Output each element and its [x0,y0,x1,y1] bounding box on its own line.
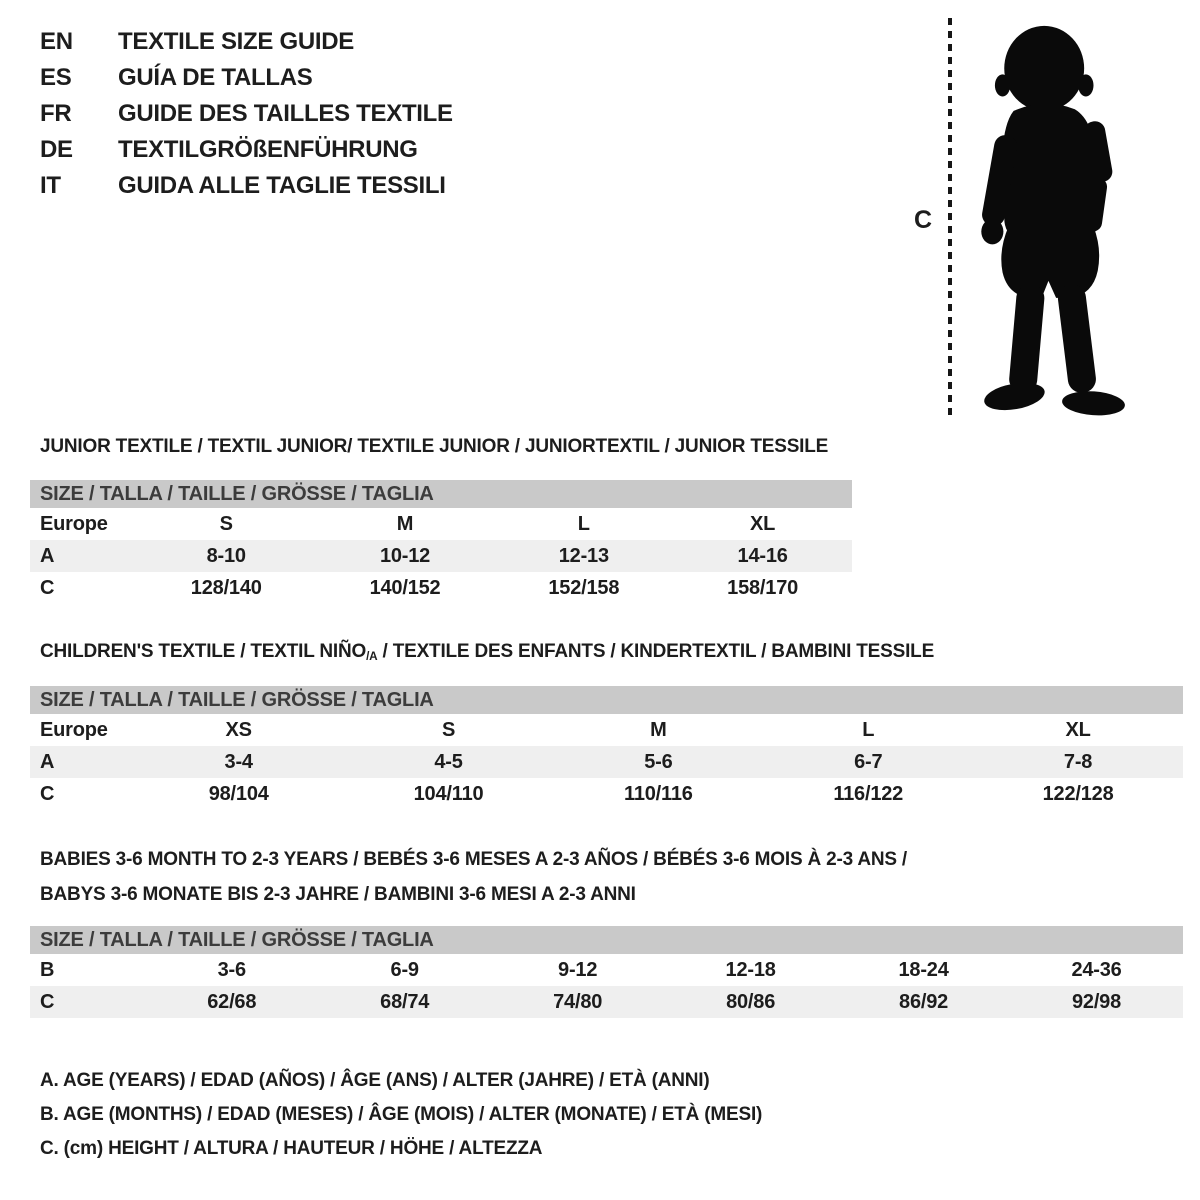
language-title: GUIDE DES TAILLES TEXTILE [118,100,453,127]
cell-value: M [396,512,414,535]
table-row-age-years: A 3-4 4-5 5-6 6-7 7-8 [30,746,1183,778]
language-row-fr: FR GUIDE DES TAILLES TEXTILE [40,96,453,132]
legend-line-age-years: A. AGE (YEARS) / EDAD (AÑOS) / ÂGE (ANS)… [40,1070,710,1091]
cell-value: 6-7 [854,750,883,773]
cell-value: 14-16 [737,544,788,567]
row-label: A [40,544,55,567]
cell-value: 110/116 [624,782,693,805]
cell-value: 4-5 [434,750,463,773]
legend-line-height: C. (cm) HEIGHT / ALTURA / HAUTEUR / HÖHE… [40,1138,543,1159]
size-header-bar: SIZE / TALLA / TAILLE / GRÖSSE / TAGLIA [30,480,852,508]
language-code: FR [40,100,72,127]
cell-value: 7-8 [1063,750,1093,773]
language-code: ES [40,64,72,91]
language-code: EN [40,28,73,55]
language-row-es: ES GUÍA DE TALLAS [40,60,453,96]
language-title: TEXTILGRÖßENFÜHRUNG [118,136,418,163]
language-row-en: EN TEXTILE SIZE GUIDE [40,24,453,60]
cell-value: 12-13 [558,544,609,567]
language-code: IT [40,172,61,199]
toddler-silhouette-icon [981,25,1125,416]
junior-size-table: SIZE / TALLA / TAILLE / GRÖSSE / TAGLIA … [30,480,852,604]
cell-value: S [441,718,456,741]
cell-value: 140/152 [369,576,441,599]
cell-value: 12-18 [725,958,776,981]
cell-value: 9-12 [558,958,598,981]
cell-value: 92/98 [1071,990,1122,1013]
row-label: Europe [40,718,108,741]
cell-value: 116/122 [833,782,904,805]
cell-value: 104/110 [413,782,484,805]
height-measure-label: C [914,206,933,234]
cell-value: 86/92 [899,990,949,1013]
babies-section-title: BABIES 3-6 MONTH TO 2-3 YEARS / BEBÉS 3-… [40,842,907,912]
table-row-age-years: A 8-10 10-12 12-13 14-16 [30,540,852,572]
cell-value: 24-36 [1071,958,1122,981]
language-title: GUÍA DE TALLAS [118,64,313,91]
cell-value: 3-4 [224,750,254,773]
children-size-table: SIZE / TALLA / TAILLE / GRÖSSE / TAGLIA … [30,686,1183,810]
cell-value: 128/140 [190,576,262,599]
measurement-legend: A. AGE (YEARS) / EDAD (AÑOS) / ÂGE (ANS)… [40,1064,762,1166]
cell-value: M [650,718,667,741]
row-label: B [40,958,55,981]
row-label: Europe [40,512,108,535]
row-label: A [40,750,55,773]
language-code: DE [40,136,73,163]
language-row-it: IT GUIDA ALLE TAGLIE TESSILI [40,168,453,204]
babies-title-line2: BABYS 3-6 MONATE BIS 2-3 JAHRE / BAMBINI… [40,884,636,905]
cell-value: S [219,512,233,535]
table-row-age-months: B 3-6 6-9 9-12 12-18 18-24 24-36 [30,954,1183,986]
cell-value: 8-10 [206,544,246,567]
table-row-europe: Europe S M L XL [30,508,852,540]
cell-value: XL [1065,718,1091,741]
cell-value: 5-6 [644,750,673,773]
children-title-part1: CHILDREN'S TEXTILE / TEXTIL NIÑO [40,641,367,662]
table-row-height-cm: C 128/140 140/152 152/158 158/170 [30,572,852,604]
babies-title-line1: BABIES 3-6 MONTH TO 2-3 YEARS / BEBÉS 3-… [40,849,908,870]
cell-value: 158/170 [727,576,799,599]
cell-value: 6-9 [390,958,420,981]
cell-value: L [862,718,875,741]
cell-value: 3-6 [217,958,247,981]
size-header-bar: SIZE / TALLA / TAILLE / GRÖSSE / TAGLIA [30,926,1183,954]
cell-value: 10-12 [379,544,431,567]
cell-value: XL [750,512,776,535]
row-label: C [40,576,55,599]
babies-size-table: SIZE / TALLA / TAILLE / GRÖSSE / TAGLIA … [30,926,1183,1018]
language-row-de: DE TEXTILGRÖßENFÜHRUNG [40,132,453,168]
cell-value: 80/86 [726,990,776,1013]
cell-value: XS [225,718,252,741]
table-row-europe: Europe XS S M L XL [30,714,1183,746]
row-label: C [40,782,55,805]
cell-value: 74/80 [553,990,603,1013]
children-title-part2: / TEXTILE DES ENFANTS / KINDERTEXTIL / B… [377,641,935,662]
legend-line-age-months: B. AGE (MONTHS) / EDAD (MESES) / ÂGE (MO… [40,1104,763,1125]
language-title: TEXTILE SIZE GUIDE [118,28,354,55]
cell-value: 98/104 [208,782,269,805]
cell-value: L [577,512,590,535]
row-label: C [40,990,55,1013]
children-title-subscript: /A [366,649,378,663]
children-section-title: CHILDREN'S TEXTILE / TEXTIL NIÑO/A / TEX… [40,641,934,663]
table-row-height-cm: C 98/104 104/110 110/116 116/122 122/128 [30,778,1183,810]
cell-value: 68/74 [380,990,430,1013]
size-header-bar: SIZE / TALLA / TAILLE / GRÖSSE / TAGLIA [30,686,1183,714]
cell-value: 18-24 [898,958,949,981]
cell-value: 62/68 [207,990,257,1013]
height-measure-dashed-line [948,18,952,418]
table-row-height-cm: C 62/68 68/74 74/80 80/86 86/92 92/98 [30,986,1183,1018]
language-title: GUIDA ALLE TAGLIE TESSILI [118,172,446,199]
cell-value: 152/158 [548,576,620,599]
junior-section-title: JUNIOR TEXTILE / TEXTIL JUNIOR/ TEXTILE … [40,436,829,457]
language-title-list: EN TEXTILE SIZE GUIDE ES GUÍA DE TALLAS … [40,24,453,204]
cell-value: 122/128 [1042,782,1114,805]
